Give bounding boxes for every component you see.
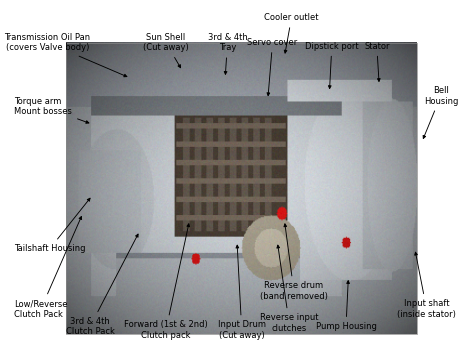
Text: Tailshaft Housing: Tailshaft Housing	[14, 198, 90, 253]
Text: 3rd & 4th
Tray: 3rd & 4th Tray	[208, 33, 247, 74]
Text: Input shaft
(inside stator): Input shaft (inside stator)	[397, 252, 456, 318]
Text: Servo cover: Servo cover	[247, 38, 298, 95]
Text: Forward (1st & 2nd)
Clutch pack: Forward (1st & 2nd) Clutch pack	[124, 224, 208, 340]
Text: Cooler outlet: Cooler outlet	[264, 13, 319, 53]
Text: 3rd & 4th
Clutch Pack: 3rd & 4th Clutch Pack	[65, 234, 138, 336]
Text: Reverse drum
(band removed): Reverse drum (band removed)	[260, 224, 328, 301]
Text: Dipstick port: Dipstick port	[305, 42, 359, 88]
Text: Input Drum
(Cut away): Input Drum (Cut away)	[218, 245, 266, 340]
Text: Sun Shell
(Cut away): Sun Shell (Cut away)	[143, 33, 189, 68]
Text: Bell
Housing: Bell Housing	[423, 86, 458, 138]
Text: Transmission Oil Pan
(covers Valve body): Transmission Oil Pan (covers Valve body)	[4, 33, 127, 77]
Bar	[66, 43, 417, 334]
Text: Pump Housing: Pump Housing	[316, 281, 376, 331]
Text: Reverse input
clutches: Reverse input clutches	[260, 245, 319, 333]
Text: Low/Reverse
Clutch Pack: Low/Reverse Clutch Pack	[14, 217, 82, 318]
Text: Torque arm
Mount bosses: Torque arm Mount bosses	[14, 97, 89, 123]
Text: Stator: Stator	[364, 42, 390, 81]
